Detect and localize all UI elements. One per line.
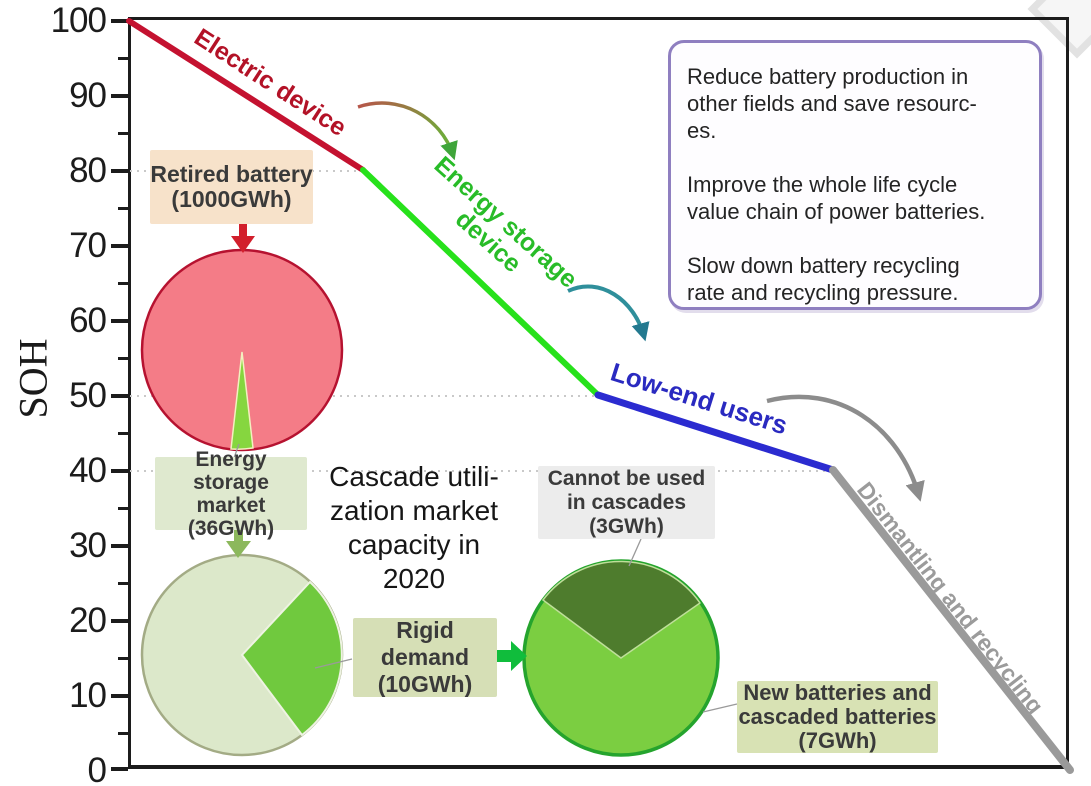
y-tick-major xyxy=(111,469,128,473)
info-line: es. xyxy=(687,118,717,143)
y-tick-minor xyxy=(118,507,128,510)
label-energy-storage-market: Energy storage market (36GWh) xyxy=(155,448,307,540)
label-line: (10GWh) xyxy=(377,671,473,697)
plot-area-frame xyxy=(128,17,1069,769)
info-paragraph-2: Improve the whole life cycle value chain… xyxy=(687,171,1025,225)
connector-pie-to-newbat-label xyxy=(702,703,738,713)
y-tick-label-100: 100 xyxy=(50,1,107,40)
label-line: (7GWh) xyxy=(798,728,877,753)
y-tick-major xyxy=(111,19,128,23)
label-line: capacity in xyxy=(347,529,481,560)
label-line: market xyxy=(196,493,266,517)
connector-sliver-to-esm-label xyxy=(233,443,240,459)
label-line: Rigid demand xyxy=(380,617,470,670)
label-new-batteries: New batteries and cascaded batteries (7G… xyxy=(737,681,938,753)
y-tick-major xyxy=(111,544,128,548)
y-tick-label-0: 0 xyxy=(87,751,107,786)
arrow-rigid-to-pie xyxy=(497,641,527,671)
y-tick-label-10: 10 xyxy=(69,676,107,715)
label-line: (3GWh) xyxy=(589,514,664,538)
info-line: value chain of power batteries. xyxy=(687,199,986,224)
info-line: other fields and save resourc- xyxy=(687,91,977,116)
y-tick-label-30: 30 xyxy=(69,526,107,565)
y-tick-major xyxy=(111,319,128,323)
arrow-esm-to-pie xyxy=(226,527,251,558)
label-rigid-demand: Rigid demand (10GWh) xyxy=(353,617,497,697)
label-line: (36GWh) xyxy=(187,516,275,540)
y-tick-minor xyxy=(118,432,128,435)
y-tick-label-90: 90 xyxy=(69,76,107,115)
y-tick-minor xyxy=(118,582,128,585)
y-tick-label-80: 80 xyxy=(69,151,107,190)
y-tick-major xyxy=(111,694,128,698)
pie-slice-energy-storage-market xyxy=(230,351,254,450)
label-line: cascaded batteries xyxy=(738,704,937,729)
line-low-end-users xyxy=(594,391,837,474)
info-line: Improve the whole life cycle xyxy=(687,172,958,197)
label-cannot-cascade: Cannot be used in cascades (3GWh) xyxy=(538,466,715,539)
label-line: zation market xyxy=(329,495,499,526)
arrow-lowend-to-dismantling xyxy=(766,394,925,502)
y-tick-minor xyxy=(118,282,128,285)
pie-slice-rigid-demand xyxy=(240,580,343,737)
y-tick-label-50: 50 xyxy=(69,376,107,415)
y-tick-label-20: 20 xyxy=(69,601,107,640)
label-line: New batteries and xyxy=(743,680,932,705)
label-line: (1000GWh) xyxy=(171,186,292,212)
y-tick-minor xyxy=(118,207,128,210)
y-tick-minor xyxy=(118,732,128,735)
y-tick-minor xyxy=(118,357,128,360)
y-tick-minor xyxy=(118,57,128,60)
arrow-retired-to-pie xyxy=(231,222,255,253)
y-tick-major xyxy=(111,244,128,248)
info-line: Slow down battery recycling xyxy=(687,253,960,278)
pie-slice-cannot-cascade xyxy=(541,560,702,659)
info-paragraph-3: Slow down battery recycling rate and rec… xyxy=(687,252,1025,306)
arrow-electric-to-storage xyxy=(357,101,458,161)
y-tick-label-60: 60 xyxy=(69,301,107,340)
line-energy-storage-device xyxy=(360,167,601,398)
label-line: Cannot be used xyxy=(547,466,706,490)
info-paragraph-1: Reduce battery production in other field… xyxy=(687,63,1025,144)
y-tick-label-40: 40 xyxy=(69,451,107,490)
connector-wedge-to-rigid-label xyxy=(314,658,353,669)
info-line: rate and recycling pressure. xyxy=(687,280,959,305)
label-cascade-market-title: Cascade utili- zation market capacity in… xyxy=(316,460,512,596)
y-tick-label-70: 70 xyxy=(69,226,107,265)
y-tick-major xyxy=(111,94,128,98)
label-line: Energy storage xyxy=(193,447,269,494)
label-line: Cascade utili- xyxy=(329,461,499,492)
line-dismantling-recycling xyxy=(829,466,1074,774)
arrow-storage-to-lowend xyxy=(567,284,650,342)
info-line: Reduce battery production in xyxy=(687,64,969,89)
y-tick-minor xyxy=(118,132,128,135)
y-tick-minor xyxy=(118,657,128,660)
label-line: in cascades xyxy=(566,490,687,514)
y-tick-major xyxy=(111,619,128,623)
y-tick-major xyxy=(111,394,128,398)
connector-slice-to-cannot-label xyxy=(628,538,642,567)
label-retired-battery: Retired battery (1000GWh) xyxy=(150,150,313,224)
label-line: 2020 xyxy=(382,563,446,594)
line-electric-device xyxy=(126,18,366,173)
benefits-info-box: Reduce battery production in other field… xyxy=(668,40,1042,310)
y-tick-major xyxy=(111,169,128,173)
y-tick-major xyxy=(111,767,128,771)
label-line: Retired battery xyxy=(150,161,313,187)
